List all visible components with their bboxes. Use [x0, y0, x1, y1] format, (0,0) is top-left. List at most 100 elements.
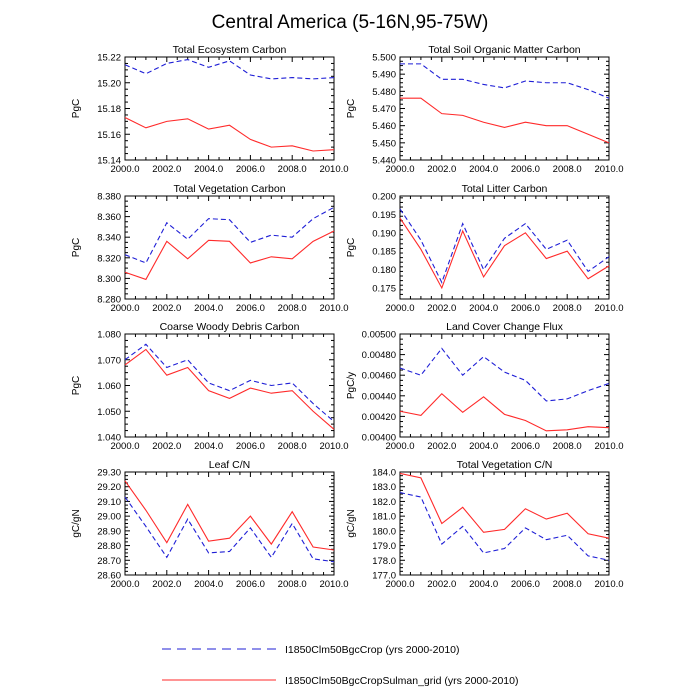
x-tick-label: 2008.0 — [278, 441, 307, 452]
x-tick-label: 2006.0 — [236, 579, 265, 590]
y-axis-label: gC/gN — [346, 509, 357, 537]
panel-2: Total Soil Organic Matter Carbon PgC 2000.… — [346, 44, 624, 175]
y-tick-label: 0.190 — [372, 228, 396, 239]
panel-title: Total Vegetation Carbon — [173, 183, 285, 195]
x-tick-label: 2000.0 — [110, 164, 139, 175]
y-tick-label: 1.060 — [97, 381, 121, 392]
x-tick-label: 2006.0 — [236, 164, 265, 175]
panel-title: Total Vegetation C/N — [457, 459, 553, 471]
panel-4: Total Litter Carbon PgC 2000.0 2002.0 2004.0… — [346, 183, 624, 314]
figure-title: Central America (5-16N,95-75W) — [212, 12, 489, 33]
y-tick-label: 1.080 — [97, 330, 121, 341]
plot-frame — [399, 56, 610, 161]
series-line-2 — [399, 217, 610, 290]
y-tick-label: 28.60 — [97, 571, 121, 582]
plot-frame — [124, 56, 335, 161]
x-tick-label: 2008.0 — [278, 303, 307, 314]
series-line-2 — [124, 117, 335, 152]
y-tick-label: 1.050 — [97, 407, 121, 418]
x-tick-label: 2010.0 — [594, 303, 623, 314]
plot-frame — [399, 195, 610, 300]
x-tick-label: 2010.0 — [594, 164, 623, 175]
series-line-1 — [124, 496, 335, 563]
y-tick-label: 15.14 — [97, 156, 121, 167]
legend: I1850Clm50BgcCrop (yrs 2000-2010) I1850Cl… — [162, 644, 518, 687]
y-tick-label: 8.340 — [97, 233, 121, 244]
y-tick-label: 0.00480 — [362, 350, 396, 361]
x-tick-label: 2008.0 — [553, 303, 582, 314]
x-tick-label: 2002.0 — [427, 164, 456, 175]
y-axis-label: gC/gN — [71, 509, 82, 537]
y-tick-label: 8.380 — [97, 192, 121, 203]
y-tick-label: 5.480 — [372, 87, 396, 98]
y-tick-label: 180.0 — [372, 526, 396, 537]
plot-frame — [124, 195, 335, 300]
y-tick-label: 28.90 — [97, 526, 121, 537]
x-tick-label: 2004.0 — [194, 303, 223, 314]
x-tick-label: 2002.0 — [427, 303, 456, 314]
y-tick-label: 8.280 — [97, 295, 121, 306]
x-tick-label: 2008.0 — [553, 164, 582, 175]
y-tick-label: 5.470 — [372, 104, 396, 115]
panel-8: Total Vegetation C/N gC/gN 2000.0 2002.0 200… — [346, 459, 624, 590]
series-line-2 — [399, 392, 610, 432]
plot-frame — [124, 471, 335, 576]
y-tick-label: 0.185 — [372, 247, 396, 258]
x-tick-label: 2004.0 — [194, 441, 223, 452]
y-tick-label: 8.320 — [97, 253, 121, 264]
series-line-1 — [124, 343, 335, 422]
y-tick-label: 15.16 — [97, 130, 121, 141]
y-tick-label: 0.00460 — [362, 371, 396, 382]
x-tick-label: 2000.0 — [110, 441, 139, 452]
x-tick-label: 2002.0 — [152, 164, 181, 175]
x-tick-label: 2006.0 — [236, 441, 265, 452]
series-line-1 — [399, 208, 610, 284]
x-tick-label: 2000.0 — [385, 164, 414, 175]
y-tick-label: 178.0 — [372, 556, 396, 567]
x-tick-label: 2008.0 — [553, 441, 582, 452]
y-tick-label: 0.175 — [372, 283, 396, 294]
x-tick-label: 2010.0 — [594, 579, 623, 590]
x-tick-label: 2004.0 — [194, 579, 223, 590]
x-tick-label: 2006.0 — [511, 164, 540, 175]
y-tick-label: 5.440 — [372, 156, 396, 167]
series-line-2 — [124, 348, 335, 430]
series-line-2 — [400, 97, 610, 144]
series-line-1 — [124, 59, 335, 80]
panel-5: Coarse Woody Debris Carbon PgC 2000.0 2002.… — [71, 321, 349, 452]
x-tick-label: 2004.0 — [469, 579, 498, 590]
x-tick-label: 2010.0 — [319, 164, 348, 175]
y-tick-label: 8.360 — [97, 212, 121, 223]
series-line-2 — [124, 480, 335, 551]
panel-title: Total Ecosystem Carbon — [173, 44, 287, 56]
y-tick-label: 8.300 — [97, 274, 121, 285]
y-axis-label: PgC — [71, 99, 82, 118]
panel-title: Coarse Woody Debris Carbon — [160, 321, 300, 333]
x-tick-label: 2000.0 — [385, 579, 414, 590]
y-tick-label: 29.20 — [97, 482, 121, 493]
panel-7: Leaf C/N gC/gN 2000.0 2002.0 2004.0 2006.0 200… — [71, 459, 349, 590]
panel-3: Total Vegetation Carbon PgC 2000.0 2002.0 20… — [71, 183, 349, 314]
y-tick-label: 183.0 — [372, 482, 396, 493]
y-axis-label: PgC/y — [346, 372, 357, 399]
series-line-1 — [124, 206, 335, 264]
x-tick-label: 2010.0 — [319, 579, 348, 590]
y-tick-label: 0.00500 — [362, 330, 396, 341]
y-tick-label: 15.20 — [97, 78, 121, 89]
plot-frame — [399, 333, 610, 438]
panel-title: Total Litter Carbon — [462, 183, 548, 195]
plot-frame — [124, 333, 335, 438]
panel-6: Land Cover Change Flux PgC/y 2000.0 2002.0 2… — [346, 321, 624, 452]
x-tick-label: 2010.0 — [319, 441, 348, 452]
y-tick-label: 182.0 — [372, 497, 396, 508]
y-axis-label: PgC — [346, 238, 357, 257]
x-tick-label: 2004.0 — [469, 441, 498, 452]
x-tick-label: 2006.0 — [511, 303, 540, 314]
y-tick-label: 15.18 — [97, 104, 121, 115]
y-tick-label: 5.500 — [372, 53, 396, 64]
y-tick-label: 181.0 — [372, 512, 396, 523]
x-tick-label: 2002.0 — [427, 579, 456, 590]
y-tick-label: 0.00400 — [362, 433, 396, 444]
x-tick-label: 2004.0 — [469, 303, 498, 314]
y-tick-label: 0.00420 — [362, 412, 396, 423]
